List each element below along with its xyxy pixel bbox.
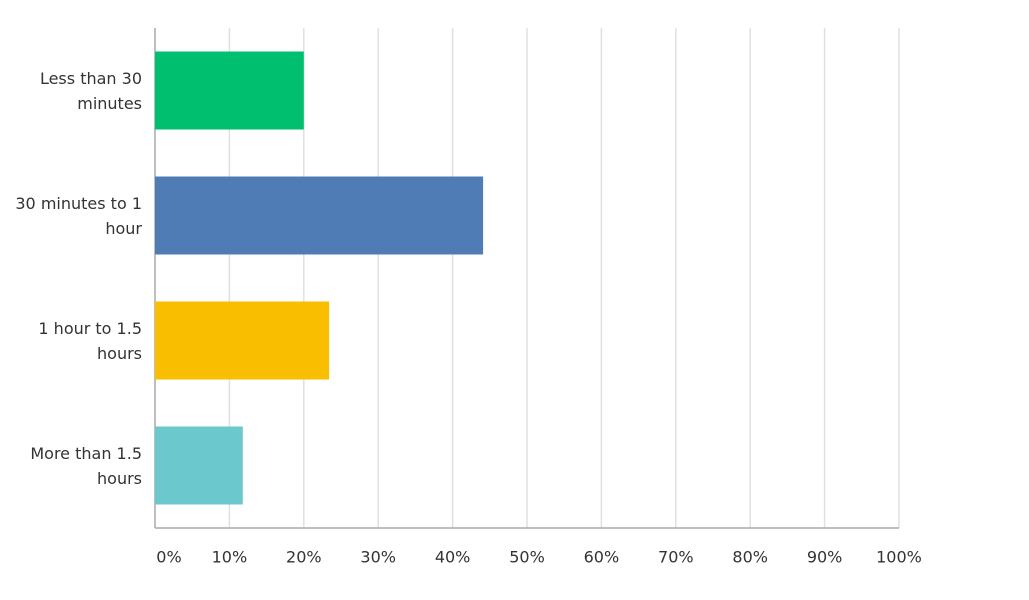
y-tick-label: 1 hour to 1.5 hours [38, 318, 142, 363]
y-tick-label: More than 1.5 hours [30, 443, 142, 488]
bar [155, 426, 243, 505]
y-tick-label: Less than 30 minutes [39, 68, 142, 113]
x-tick-label: 100% [876, 548, 922, 567]
x-tick-label: 80% [732, 548, 768, 567]
y-tick-label: 30 minutes to 1 hour [15, 193, 142, 238]
x-tick-label: 30% [360, 548, 396, 567]
x-tick-label: 90% [807, 548, 843, 567]
x-tick-label: 10% [212, 548, 248, 567]
x-tick-label: 50% [509, 548, 545, 567]
x-tick-label: 0% [156, 548, 181, 567]
x-tick-label: 60% [584, 548, 620, 567]
x-tick-label: 70% [658, 548, 694, 567]
bar [155, 51, 304, 130]
bar [155, 176, 484, 255]
bar [155, 301, 330, 380]
x-tick-label: 40% [435, 548, 471, 567]
x-tick-label: 20% [286, 548, 322, 567]
